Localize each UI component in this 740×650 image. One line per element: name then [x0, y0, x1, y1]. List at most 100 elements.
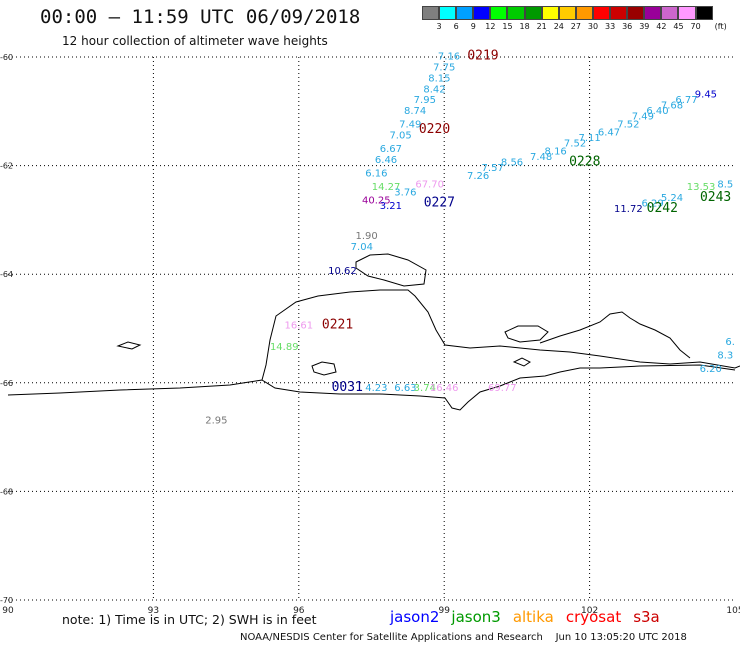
wave-height-label: 11.72: [614, 204, 643, 215]
colorbar-label: 45: [673, 22, 684, 31]
colorbar-swatch: [456, 6, 474, 20]
wave-height-label: 4.23: [365, 383, 387, 394]
colorbar-swatch: [592, 6, 611, 20]
wave-height-label: 13.53: [687, 182, 716, 193]
wave-height-label: 7.68: [661, 101, 683, 112]
pass-time-label: 0228: [569, 155, 600, 170]
wave-height-label: 6.63: [394, 383, 416, 394]
lat-tick-label: -68: [0, 487, 13, 496]
colorbar-swatches: [422, 6, 713, 20]
colorbar-label: 36: [622, 22, 633, 31]
colorbar-label: 39: [639, 22, 650, 31]
credit-line: NOAA/NESDIS Center for Satellite Applica…: [240, 632, 687, 643]
colorbar-legend: 3 6 9 12 15 18 21 24 27 30 33 36 39 42 45 70 (ft): [422, 6, 727, 34]
wave-height-label: 3.21: [380, 201, 402, 212]
colorbar-labels: 3 6 9 12 15 18 21 24 27 30 33 36 39 42 45 70 (ft): [422, 20, 727, 34]
wave-height-label: 7.52: [617, 120, 639, 131]
island-north: [355, 253, 427, 287]
wave-height-label: 8.42: [423, 84, 445, 95]
island-small-center: [311, 361, 337, 376]
wave-height-label: 6.77: [675, 95, 697, 106]
colorbar-label: 18: [519, 22, 530, 31]
lon-tick-label: 99: [438, 606, 450, 616]
colorbar-swatch: [695, 6, 713, 20]
wave-height-label: 3.74: [414, 383, 436, 394]
lon-tick-label: 102: [581, 606, 598, 616]
island-east: [504, 325, 549, 343]
pass-time-label: 0242: [647, 201, 678, 216]
wave-height-label: 8.3: [717, 350, 733, 361]
island-small-west: [116, 341, 142, 350]
colorbar-label: 42: [656, 22, 667, 31]
wave-height-label: 6.46: [375, 155, 397, 166]
colorbar-swatch: [678, 6, 696, 20]
wave-height-label: 40.25: [362, 196, 391, 207]
wave-height-label: 7.75: [433, 63, 455, 74]
colorbar-swatch: [524, 6, 542, 20]
colorbar-swatch: [490, 6, 508, 20]
lon-tick-label: 90: [2, 606, 14, 616]
colorbar-swatch: [507, 6, 525, 20]
pass-time-label: 0227: [424, 195, 455, 210]
lat-tick-label: -70: [0, 596, 13, 605]
note-text: note: 1) Time is in UTC; 2) SWH is in fe…: [62, 612, 317, 627]
pass-time-label: 0031: [332, 380, 363, 395]
map-subtitle: 12 hour collection of altimeter wave hei…: [62, 34, 328, 48]
wave-height-label: 6.47: [598, 128, 620, 139]
lat-tick-label: -62: [0, 162, 13, 171]
wave-height-label: 7.57: [482, 163, 504, 174]
wave-height-label: 8.56: [501, 158, 523, 169]
satellite-name: jason2: [390, 608, 440, 626]
colorbar-swatch: [439, 6, 457, 20]
wave-height-label: 8.16: [545, 147, 567, 158]
wave-height-label: 14.89: [270, 342, 299, 353]
wave-height-label: 8.15: [428, 73, 450, 84]
colorbar-label: 12: [485, 22, 496, 31]
colorbar-swatch: [473, 6, 491, 20]
colorbar-swatch: [422, 6, 440, 20]
wave-height-label: 7.48: [530, 152, 552, 163]
wave-height-label: 69.77: [488, 383, 517, 394]
wave-height-label: 7.49: [632, 111, 654, 122]
wave-height-label: 6.67: [380, 144, 402, 155]
wave-height-label: 7.11: [578, 133, 600, 144]
wave-height-label: 7.49: [399, 120, 421, 131]
colorbar-label: 24: [553, 22, 564, 31]
pass-time-label: 0219: [467, 49, 498, 64]
lon-tick-label: 105: [726, 606, 740, 616]
wave-height-label: 8.5: [717, 179, 733, 190]
colorbar-label: 27: [570, 22, 581, 31]
wave-height-label: 6.40: [646, 106, 668, 117]
colorbar-swatch: [644, 6, 662, 20]
wave-height-label: 5.24: [661, 193, 683, 204]
satellite-name: cryosat: [565, 608, 622, 626]
satellite-name: s3a: [633, 608, 660, 626]
wave-height-label: 6.20: [700, 364, 722, 375]
colorbar-label: 30: [587, 22, 599, 31]
colorbar-swatch: [627, 6, 645, 20]
colorbar-label: 6: [453, 22, 459, 31]
coastline-bay: [539, 311, 691, 359]
wave-height-label: 7.52: [564, 139, 586, 150]
wave-height-label: 7.95: [414, 95, 436, 106]
wave-height-label: 6.29: [641, 198, 663, 209]
graticule: 90 93 96 99 102 105 -60 -62 -64 -66 -68 -70: [0, 53, 740, 616]
wave-height-label: 6.: [725, 337, 735, 348]
satellite-name: jason3: [451, 608, 501, 626]
colorbar-label: 9: [470, 22, 476, 31]
wave-height-label: 9.45: [695, 90, 717, 101]
wave-height-label: 16.46: [430, 383, 459, 394]
colorbar-label: 15: [502, 22, 513, 31]
wave-height-label: 7.26: [467, 171, 489, 182]
coastline-mainland: [7, 289, 740, 411]
lat-tick-label: -66: [0, 379, 13, 388]
colorbar-label: 70: [690, 22, 701, 31]
colorbar-swatch: [661, 6, 679, 20]
wave-height-label: 8.74: [404, 106, 426, 117]
wave-height-label: 1.90: [356, 231, 378, 242]
value-labels: 7.167.758.158.427.958.747.497.056.676.46…: [205, 52, 735, 427]
island-small-east: [512, 357, 531, 367]
pass-labels: 0219 0220 0228 0227 0242 0243 0221 0031: [322, 49, 731, 395]
map-title: 00:00 – 11:59 UTC 06/09/2018: [40, 6, 361, 28]
wave-height-label: 67.70: [415, 179, 444, 190]
